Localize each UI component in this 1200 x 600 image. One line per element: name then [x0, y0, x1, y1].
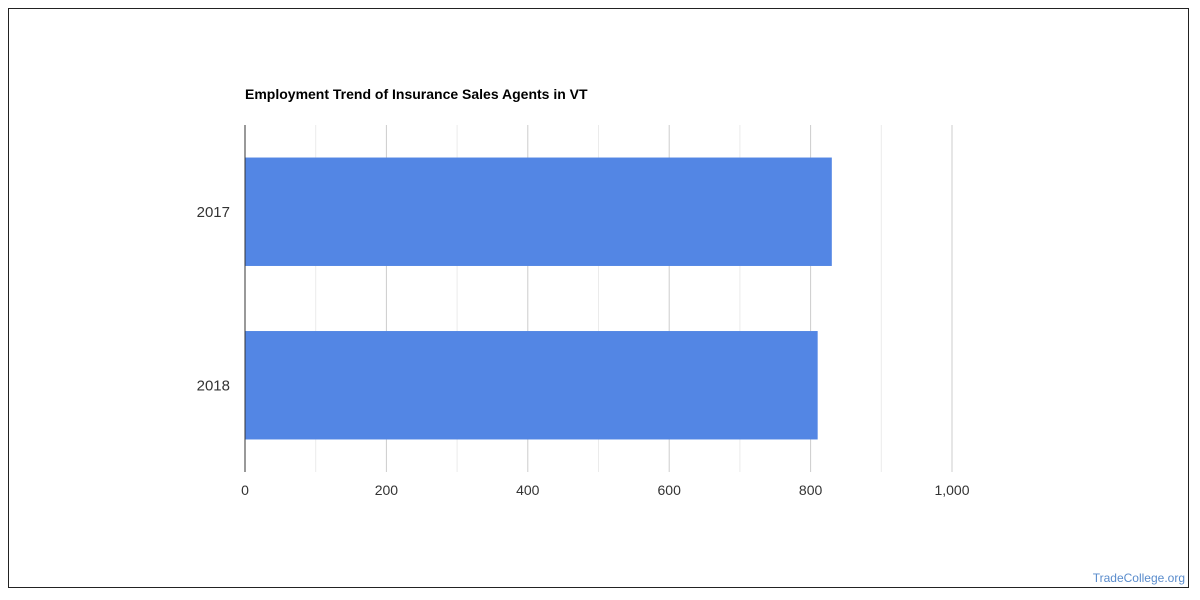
x-tick-label: 400: [516, 482, 540, 498]
watermark[interactable]: TradeCollege.org: [1093, 571, 1185, 585]
x-tick-label: 600: [658, 482, 682, 498]
x-tick-label: 0: [241, 482, 249, 498]
bar-2018: [245, 331, 818, 440]
x-tick-label: 1,000: [934, 482, 969, 498]
bar-2017: [245, 157, 832, 266]
category-label-2017: 2017: [197, 204, 230, 221]
chart-title: Employment Trend of Insurance Sales Agen…: [245, 86, 588, 102]
labels: 2017 2018 0 200 400 600 800 1,000: [197, 204, 970, 498]
x-tick-label: 200: [375, 482, 399, 498]
category-label-2018: 2018: [197, 377, 230, 394]
x-tick-label: 800: [799, 482, 823, 498]
bars: [245, 157, 832, 440]
